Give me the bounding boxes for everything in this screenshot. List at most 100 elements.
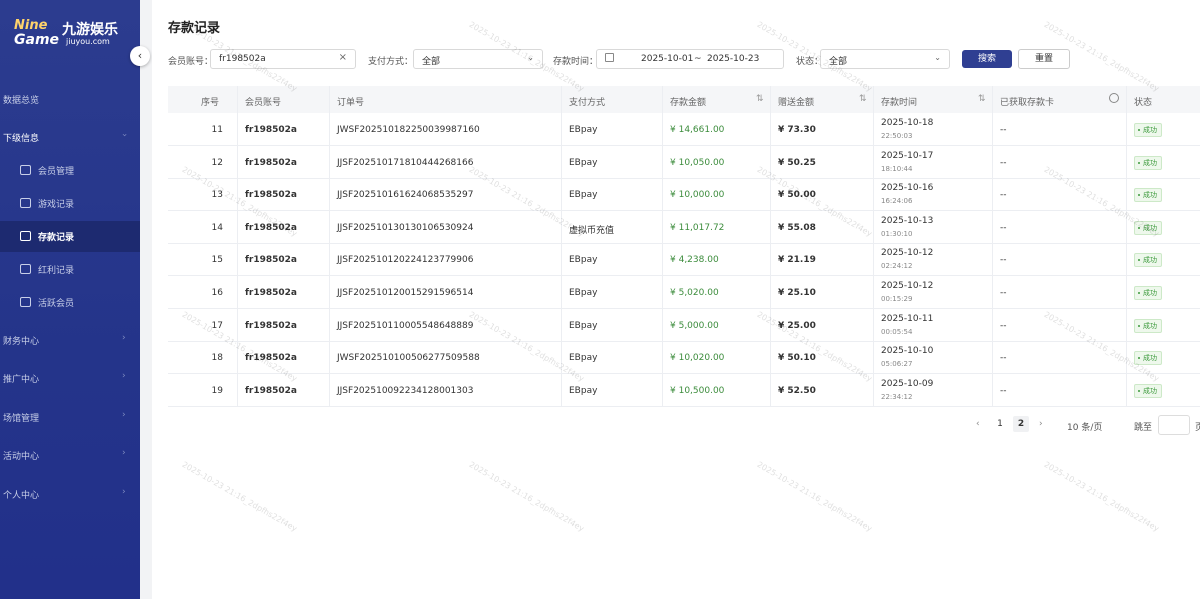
status-select[interactable]: 全部 ⌄ [820, 49, 950, 69]
status-dot [1138, 226, 1140, 229]
status-dot [1138, 292, 1140, 294]
submenu-label: 游戏记录 [38, 200, 75, 210]
cell-4: ¥ 5,020.00 [670, 288, 719, 298]
cell-8: -- [1000, 288, 1007, 298]
cell-7: 22:50:03 [881, 132, 913, 140]
status-tag: 成功 [1134, 253, 1162, 268]
status-text: 成功 [1143, 386, 1157, 395]
column-divider [770, 86, 771, 406]
sort-icon: ⇅ [978, 94, 986, 104]
cell-3: EBpay [569, 385, 598, 396]
cell-2: JJSF202510171810444268166 [337, 157, 474, 168]
status-tag: 成功 [1134, 155, 1162, 170]
cell-5: ¥ 55.08 [778, 222, 816, 233]
cell-2: JJSF202510120015291596514 [337, 288, 474, 298]
status-dot [1138, 357, 1140, 360]
cell-8: -- [1000, 255, 1007, 266]
cell-3: 虚拟币充值 [569, 225, 615, 236]
table-header-bg [168, 86, 1200, 113]
row-line [168, 242, 1200, 244]
search-button[interactable]: 搜索 [962, 50, 1012, 68]
collapse-button[interactable]: ‹ [130, 46, 150, 66]
cell-8: -- [1000, 353, 1007, 364]
table-row[interactable]: 18 fr198502a JWSF202510100506277509588 EBpa… [152, 341, 1200, 373]
column-header: 赠送金额 [778, 98, 815, 108]
menu-arrow: › [122, 371, 126, 382]
cell-1: fr198502a [245, 353, 298, 364]
column-header: 会员账号 [245, 98, 282, 108]
submenu-label: 红利记录 [38, 266, 75, 276]
table-row[interactable]: 13 fr198502a JJSF202510161624068535297 EBpa… [152, 178, 1200, 210]
cell-6: 2025-10-12 [881, 248, 934, 259]
table-row[interactable]: 12 fr198502a JJSF202510171810444268166 EBpa… [152, 146, 1200, 178]
cell-7: 01:30:10 [881, 229, 913, 238]
submenu-icon [20, 264, 31, 274]
reset-text: 重置 [1034, 54, 1053, 64]
menu-arrow: › [122, 486, 126, 497]
column-divider [662, 86, 663, 406]
account-input[interactable]: fr198502a × [210, 49, 356, 69]
row-line [168, 275, 1200, 277]
status-text: 成功 [1143, 289, 1157, 297]
cell-1: fr198502a [245, 190, 298, 201]
cell-5: ¥ 50.00 [778, 190, 816, 201]
row-line [168, 340, 1200, 342]
status-tag: 成功 [1134, 351, 1162, 366]
cell-7: 00:05:54 [881, 327, 913, 336]
reset-button[interactable]: 重置 [1018, 49, 1070, 69]
cell-1: fr198502a [245, 255, 298, 266]
submenu-label: 活跃会员 [38, 299, 75, 309]
cell-4: ¥ 4,238.00 [670, 255, 719, 266]
cell-8: -- [1000, 222, 1007, 233]
cell-3: EBpay [569, 125, 598, 135]
cell-0: 16 [211, 288, 223, 298]
cell-1: fr198502a [245, 288, 298, 298]
status-tag: 成功 [1134, 383, 1162, 398]
jump-suffix: 页 [1195, 423, 1200, 433]
row-line [168, 405, 1200, 407]
cell-5: ¥ 50.10 [778, 353, 816, 364]
table-row[interactable]: 14 fr198502a JJSF202510130130106530924 虚拟币充… [152, 211, 1200, 243]
status-text: 成功 [1143, 256, 1157, 265]
prev-page[interactable]: ‹ [976, 419, 980, 429]
next-page[interactable]: › [1039, 419, 1043, 429]
page-button[interactable]: 2 [1013, 416, 1029, 432]
submenu-icon [20, 165, 31, 175]
cell-8: -- [1000, 125, 1007, 135]
row-line [168, 145, 1200, 146]
page-button[interactable]: 1 [997, 419, 1003, 429]
cell-6: 2025-10-09 [881, 378, 934, 389]
status-tag: 成功 [1134, 188, 1162, 203]
date-end: 2025-10-23 [707, 54, 760, 64]
status-text: 成功 [1143, 321, 1157, 330]
cell-2: JJSF202510130130106530924 [337, 222, 474, 233]
status-dot [1138, 161, 1140, 164]
page-size[interactable]: 10 条/页 [1067, 423, 1103, 433]
cell-3: EBpay [569, 190, 598, 201]
cell-4: ¥ 10,050.00 [670, 157, 725, 168]
cell-8: -- [1000, 320, 1007, 331]
menu-label: 个人中心 [3, 490, 40, 501]
table-row[interactable]: 15 fr198502a JJSF202510120224123779906 EBpa… [152, 243, 1200, 275]
table-row[interactable]: 11 fr198502a JWSF202510182250039987160 EBpa… [152, 113, 1200, 145]
cell-6: 2025-10-18 [881, 118, 934, 128]
method-select[interactable]: 全部 ⌄ [413, 49, 543, 69]
cell-4: ¥ 10,020.00 [670, 353, 725, 364]
cell-8: -- [1000, 157, 1007, 168]
cell-5: ¥ 50.25 [778, 157, 816, 168]
table-row[interactable]: 17 fr198502a JJSF202510110005548648889 EBpa… [152, 309, 1200, 341]
jump-input[interactable] [1158, 415, 1190, 435]
menu-label: 活动中心 [3, 452, 40, 463]
logo-game: Game [14, 32, 60, 48]
table-row[interactable]: 16 fr198502a JJSF202510120015291596514 EBpa… [152, 276, 1200, 308]
cell-7: 16:24:06 [881, 197, 913, 206]
status-text: 成功 [1143, 191, 1157, 200]
table-row[interactable]: 19 fr198502a JJSF202510092234128001303 EBpa… [152, 374, 1200, 406]
date-range[interactable]: 2025-10-01 ~2025-10-23 [596, 49, 784, 69]
cell-3: EBpay [569, 288, 598, 298]
status-label: 状态： [796, 57, 824, 67]
status-value: 全部 [829, 57, 848, 67]
cell-2: JJSF202510120224123779906 [337, 255, 474, 266]
menu-arrow: › [122, 333, 126, 343]
cell-2: JJSF202510161624068535297 [337, 190, 474, 201]
